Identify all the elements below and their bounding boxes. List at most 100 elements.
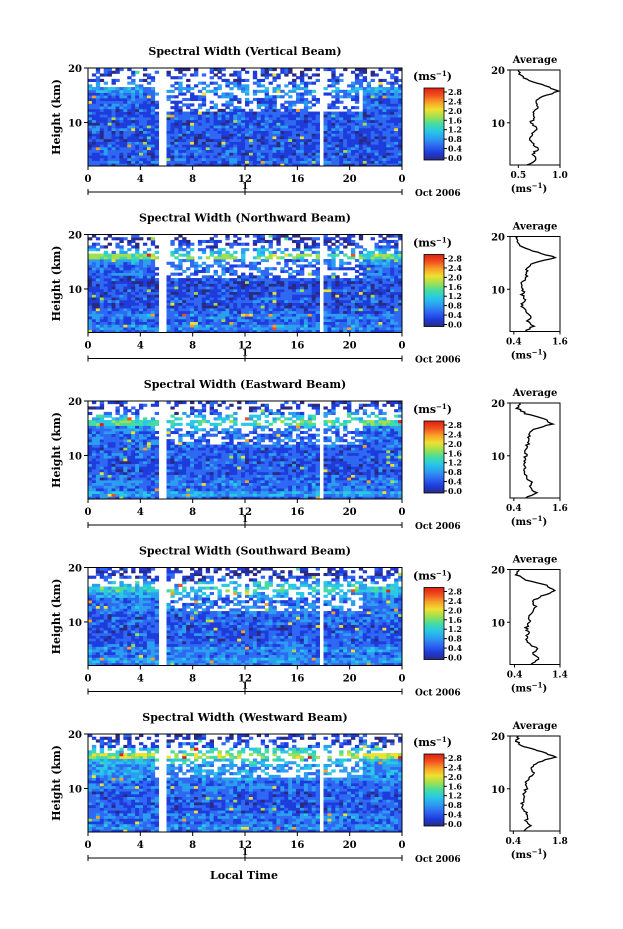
heatmap-cell	[362, 248, 368, 252]
heatmap-cell	[107, 291, 112, 295]
heatmap-cell	[245, 144, 250, 148]
heatmap-cell	[99, 294, 105, 298]
heatmap-cell	[201, 288, 207, 293]
heatmap-cell	[197, 141, 203, 145]
heatmap-cell	[237, 149, 242, 153]
heatmap-cell	[307, 136, 313, 140]
heatmap-cell	[354, 89, 360, 93]
heatmap-cell	[303, 97, 309, 102]
heatmap-cell	[307, 122, 313, 126]
heatmap-cell	[272, 288, 277, 293]
heatmap-cell	[276, 305, 281, 309]
heatmap-cell	[237, 259, 242, 263]
heatmap-cell	[123, 286, 128, 290]
heatmap-cell	[288, 114, 293, 118]
heatmap-cell	[390, 117, 395, 121]
heatmap-cell	[111, 127, 116, 132]
heatmap-cell	[331, 111, 336, 115]
heatmap-cell	[209, 327, 215, 331]
heatmap-cell	[91, 308, 97, 312]
heatmap-cell	[119, 297, 124, 301]
heatmap-cell	[335, 327, 340, 331]
heatmap-cell	[354, 291, 360, 295]
heatmap-cell	[280, 130, 285, 134]
heatmap-cell	[95, 160, 101, 164]
heatmap-cell	[390, 324, 395, 328]
heatmap-cell	[354, 76, 360, 80]
heatmap-cell	[103, 81, 109, 85]
heatmap-cell	[245, 87, 250, 91]
heatmap-cell	[186, 89, 191, 93]
heatmap-cell	[213, 125, 218, 129]
heatmap-cell	[119, 280, 124, 284]
heatmap-cell	[245, 78, 250, 83]
heatmap-cell	[103, 324, 109, 328]
heatmap-cell	[354, 310, 360, 314]
heatmap-cell	[201, 239, 207, 244]
heatmap-cell	[190, 138, 195, 142]
heatmap-cell	[370, 106, 375, 110]
heatmap-cell	[205, 305, 211, 309]
heatmap-cell	[174, 283, 179, 287]
heatmap-cell	[347, 133, 352, 137]
heatmap-cell	[264, 256, 269, 260]
heatmap-cell	[276, 138, 281, 142]
heatmap-cell	[209, 286, 215, 290]
heatmap-cell	[386, 327, 391, 331]
heatmap-cell	[186, 485, 191, 489]
heatmap-cell	[284, 308, 289, 312]
heatmap-cell	[382, 100, 387, 104]
heatmap-cell	[350, 490, 356, 494]
heatmap-cell	[197, 493, 203, 497]
heatmap-cell	[111, 163, 116, 167]
heatmap-cell	[386, 288, 391, 293]
heatmap-cell	[115, 324, 120, 328]
heatmap-cell	[186, 146, 191, 151]
heatmap-cell	[146, 310, 152, 314]
heatmap-cell	[335, 280, 340, 284]
heatmap-cell	[182, 127, 187, 132]
heatmap-cell	[245, 297, 250, 301]
heatmap-cell	[139, 324, 144, 328]
heatmap-cell	[241, 248, 246, 252]
heatmap-cell	[205, 324, 211, 328]
heatmap-cell	[252, 286, 258, 290]
heatmap-cell	[374, 111, 379, 115]
heatmap-cell	[280, 318, 285, 323]
heatmap-cell	[193, 493, 199, 497]
heatmap-cell	[248, 291, 254, 295]
heatmap-cell	[237, 152, 242, 156]
heatmap-cell	[343, 278, 348, 282]
heatmap-cell	[280, 291, 285, 295]
heatmap-cell	[398, 89, 403, 93]
heatmap-cell	[296, 280, 301, 284]
heatmap-cell	[335, 308, 340, 312]
heatmap-cell	[331, 127, 336, 132]
heatmap-cell	[139, 275, 144, 279]
heatmap-cell	[315, 152, 320, 156]
heatmap-cell	[354, 92, 360, 96]
heatmap-cell	[241, 256, 246, 260]
heatmap-cell	[193, 73, 199, 77]
heatmap-cell	[107, 280, 112, 284]
heatmap-cell	[366, 490, 372, 494]
heatmap-cell	[374, 95, 379, 99]
heatmap-cell	[315, 286, 320, 290]
heatmap-cell	[358, 302, 364, 306]
heatmap-cell	[123, 280, 128, 284]
heatmap-cell	[256, 316, 262, 320]
heatmap-cell	[209, 250, 215, 254]
heatmap-cell	[178, 302, 183, 306]
heatmap-cell	[370, 136, 375, 140]
heatmap-cell	[221, 305, 226, 309]
heatmap-cell	[119, 136, 124, 140]
heatmap-cell	[398, 163, 403, 167]
heatmap-cell	[139, 163, 144, 167]
heatmap-cell	[174, 294, 179, 298]
heatmap-cell	[390, 157, 395, 161]
heatmap-cell	[190, 288, 195, 293]
heatmap-cell	[288, 127, 293, 132]
heatmap-cell	[252, 280, 258, 284]
heatmap-cell	[186, 316, 191, 320]
heatmap-cell	[221, 111, 226, 115]
